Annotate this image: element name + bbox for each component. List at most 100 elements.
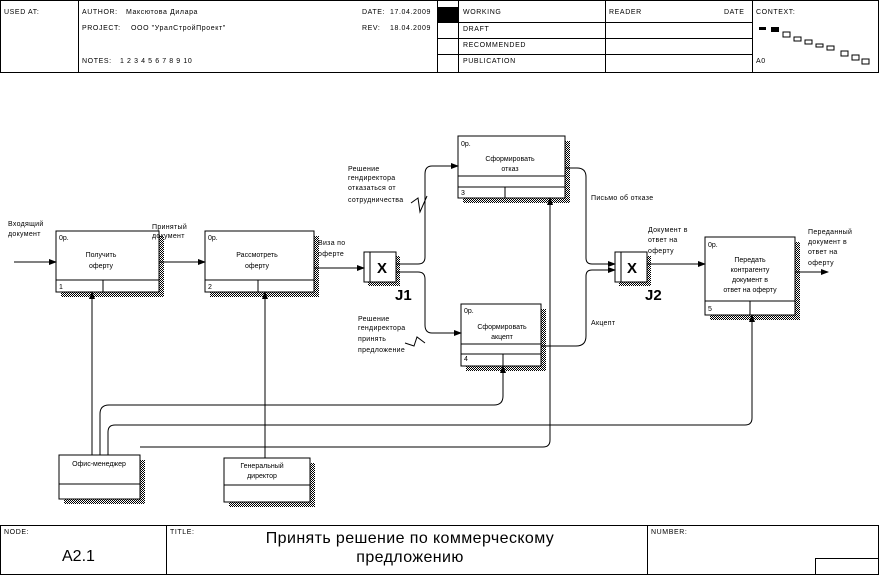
box-1-tag: 0р.	[59, 235, 69, 242]
status-publication: PUBLICATION	[463, 58, 516, 65]
box-1-text-2: оферту	[89, 263, 114, 270]
number-subbox	[815, 558, 878, 575]
status-recommended: RECOMMENDED	[463, 42, 526, 49]
status-working: WORKING	[463, 9, 502, 16]
mechanism-general-director[interactable]: Генеральный директор	[223, 457, 311, 503]
mechanism-office-manager-text: Офис-менеджер	[72, 461, 126, 468]
reader-label: READER	[609, 9, 642, 16]
label-accepted-1: Принятый	[152, 223, 187, 231]
arrow-labels: Входящий документ Принятый документ Виза…	[8, 166, 852, 354]
activity-box-1[interactable]: 0р. Получить оферту 1	[55, 230, 160, 293]
mechanism-director-text-1: Генеральный	[240, 462, 283, 470]
junction-j1-symbol: X	[377, 260, 387, 277]
label-sent-1: Переданный	[808, 228, 852, 236]
activity-box-3[interactable]: 0р. Сформировать отказ 3	[457, 135, 566, 199]
box-4-text-1: Сформировать	[477, 324, 527, 331]
box-4-text-2: акцепт	[491, 334, 514, 341]
label-acceptdec-3: принять	[358, 336, 386, 343]
label-sent-4: оферту	[808, 260, 834, 267]
box-5-text-1: Передать	[734, 257, 766, 264]
rev-value: 18.04.2009	[390, 25, 432, 32]
node-value: A2.1	[62, 548, 95, 565]
box-2-num: 2	[208, 284, 212, 291]
junction-j1-label: J1	[395, 287, 412, 304]
page-title-line-2: предложению	[356, 549, 464, 566]
arrow-j1-to-box3	[396, 163, 459, 265]
junction-j1[interactable]: X J1	[363, 251, 412, 304]
label-docresp-2: ответ на	[648, 237, 678, 244]
label-acceptance: Акцепт	[591, 320, 616, 327]
label-refusal-letter: Письмо об отказе	[591, 194, 653, 202]
box-4-tag: 0р.	[464, 308, 474, 315]
context-map-icon	[759, 27, 870, 65]
label-incoming-2: документ	[8, 231, 41, 238]
label-visa-1: Виза по	[318, 240, 345, 247]
label-accepted-2: документ	[152, 233, 185, 240]
status-working-marker	[438, 7, 458, 22]
mechanism-director-text-2: директор	[247, 473, 277, 480]
mechanism-office-manager[interactable]: Офис-менеджер	[58, 454, 141, 500]
box-2-tag: 0р.	[208, 235, 218, 242]
label-refuse-4: сотрудничества	[348, 197, 403, 204]
junction-j2[interactable]: X J2	[614, 251, 662, 304]
status-draft: DRAFT	[463, 26, 490, 33]
node-label: NODE:	[4, 529, 30, 536]
author-label: AUTHOR:	[82, 9, 118, 16]
mech-office-to-box5	[107, 314, 755, 455]
label-acceptdec-1: Решение	[358, 316, 390, 323]
junction-j2-symbol: X	[627, 260, 637, 277]
activity-box-5[interactable]: 0р. Передать контрагенту документ в отве…	[704, 236, 796, 316]
label-refuse-1: Решение	[348, 166, 380, 173]
box-5-num: 5	[708, 306, 712, 313]
rev-label: REV:	[362, 25, 381, 32]
box-2-text-1: Рассмотреть	[236, 252, 278, 259]
used-at-label: USED AT:	[4, 9, 40, 16]
box-5-tag: 0р.	[708, 242, 718, 249]
junction-j2-label: J2	[645, 287, 662, 304]
date-value: 17.04.2009	[390, 9, 432, 16]
box-4-num: 4	[464, 356, 468, 363]
activity-box-4[interactable]: 0р. Сформировать акцепт 4	[460, 303, 542, 367]
author-value: Максютова Дилара	[126, 9, 199, 16]
notes-label: NOTES:	[82, 58, 112, 65]
title-label: TITLE:	[170, 529, 195, 536]
mech-office-to-box4	[99, 365, 506, 455]
label-visa-2: оферте	[318, 251, 344, 258]
box-3-text-2: отказ	[501, 166, 518, 173]
mech-office-to-box3	[140, 197, 553, 448]
arrow-j1-to-box4	[396, 271, 462, 336]
label-incoming-1: Входящий	[8, 220, 44, 228]
reader-date-label: DATE	[724, 9, 745, 16]
project-label: PROJECT:	[82, 25, 121, 32]
box-3-tag: 0р.	[461, 141, 471, 148]
box-5-text-3: документ в	[732, 277, 768, 284]
label-docresp-1: Документ в	[648, 227, 688, 234]
box-1-num: 1	[59, 284, 63, 291]
arrows	[14, 163, 829, 458]
arrow-box4-to-j2	[541, 267, 616, 347]
label-sent-3: ответ на	[808, 249, 838, 256]
context-node: A0	[756, 58, 766, 65]
box-3-text-1: Сформировать	[485, 156, 535, 163]
activity-box-2[interactable]: 0р. Рассмотреть оферту 2	[204, 230, 315, 293]
page-title-line-1: Принять решение по коммерческому	[265, 530, 555, 547]
label-docresp-3: оферту	[648, 248, 674, 255]
label-acceptdec-4: предложение	[358, 347, 405, 354]
label-refuse-2: гендиректора	[348, 175, 396, 182]
label-refuse-3: отказаться от	[348, 185, 396, 192]
box-5-text-2: контрагенту	[731, 267, 770, 274]
label-sent-2: документ в	[808, 239, 847, 246]
notes-value: 1 2 3 4 5 6 7 8 9 10	[120, 58, 193, 65]
context-label: CONTEXT:	[756, 9, 796, 16]
date-label: DATE:	[362, 9, 386, 16]
box-3-num: 3	[461, 190, 465, 197]
project-value: ООО "УралСтройПроект"	[131, 25, 226, 32]
label-acceptdec-2: гендиректора	[358, 325, 406, 332]
box-2-text-2: оферту	[245, 263, 270, 270]
box-5-text-4: ответ на оферту	[723, 287, 777, 294]
arrow-box3-to-j2	[565, 167, 616, 267]
page-title: Принять решение по коммерческому предлож…	[180, 529, 640, 567]
box-1-text-1: Получить	[86, 252, 117, 259]
number-label: NUMBER:	[651, 529, 688, 536]
